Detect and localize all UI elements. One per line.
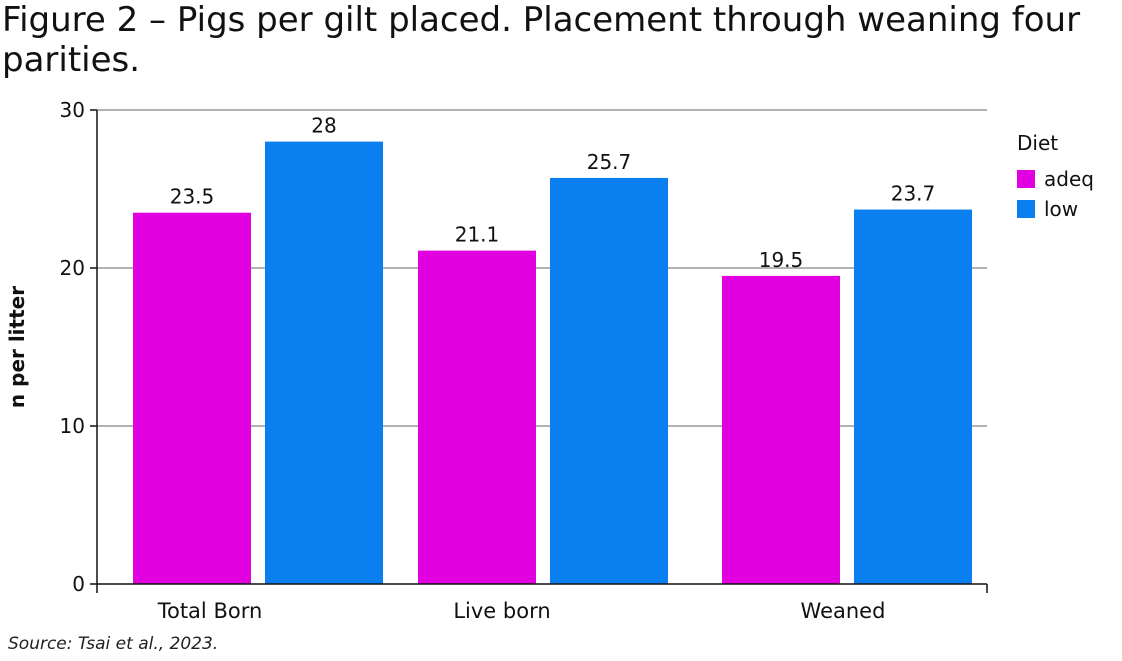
axes: 0 10 20 30 Total Born Live born Weaned bbox=[60, 98, 988, 623]
x-category-label: Weaned bbox=[801, 599, 886, 623]
x-category-label: Total Born bbox=[157, 599, 263, 623]
bar-low bbox=[265, 141, 383, 584]
bar-low bbox=[854, 209, 972, 585]
legend-label-adeq: adeq bbox=[1044, 167, 1094, 191]
source-note: Source: Tsai et al., 2023. bbox=[8, 634, 219, 654]
x-category-label: Live born bbox=[453, 599, 550, 623]
bar-adeq bbox=[133, 212, 251, 584]
data-label: 25.7 bbox=[587, 150, 632, 174]
data-label: 28 bbox=[311, 114, 336, 138]
data-labels: 23.5 28 21.1 25.7 19.5 23.7 bbox=[170, 114, 936, 272]
y-tick-label: 20 bbox=[60, 256, 85, 280]
data-label: 21.1 bbox=[455, 223, 500, 247]
bar-low bbox=[550, 177, 668, 584]
bar-adeq bbox=[722, 275, 840, 584]
legend-label-low: low bbox=[1044, 197, 1078, 221]
legend-swatch-adeq bbox=[1017, 170, 1035, 188]
bars bbox=[133, 141, 972, 585]
chart-title: Figure 2 – Pigs per gilt placed. Placeme… bbox=[2, 0, 1081, 80]
legend-swatch-low bbox=[1017, 200, 1035, 218]
bar-adeq bbox=[418, 250, 536, 584]
data-label: 19.5 bbox=[759, 248, 804, 272]
data-label: 23.7 bbox=[891, 182, 936, 206]
legend-title: Diet bbox=[1017, 131, 1058, 155]
y-axis-label: n per litter bbox=[5, 286, 29, 408]
y-tick-label: 0 bbox=[72, 572, 85, 596]
y-tick-label: 10 bbox=[60, 414, 85, 438]
legend: Diet adeq low bbox=[1017, 131, 1094, 221]
data-label: 23.5 bbox=[170, 185, 215, 209]
y-tick-label: 30 bbox=[60, 98, 85, 122]
